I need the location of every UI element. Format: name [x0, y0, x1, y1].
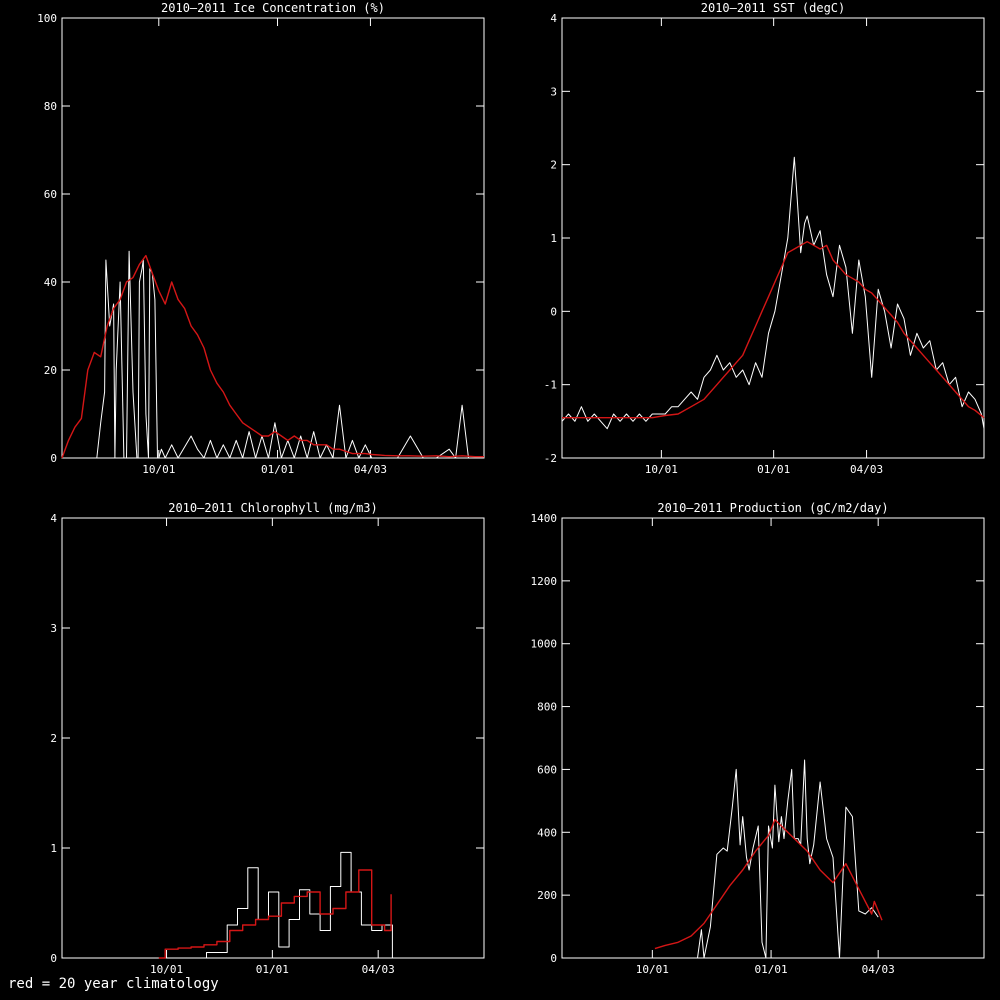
y-tick-label: 20: [44, 364, 57, 377]
chart-sst: 2010–2011 SST (degC) -2 -1 0 1 2 3 4 10/01 01/01 0…: [544, 1, 985, 476]
chart-chlorophyll: 2010–2011 Chlorophyll (mg/m3) 0 1 2 3 4 10/01 0…: [50, 501, 485, 976]
x-tick-label: 04/03: [354, 463, 387, 476]
y-tick-label: 80: [44, 100, 57, 113]
y-tick-label: 1200: [531, 575, 558, 588]
y-tick-label: 1: [50, 842, 57, 855]
y-tick-label: 600: [537, 763, 557, 776]
x-tick-label: 10/01: [142, 463, 175, 476]
x-tick-label: 01/01: [757, 463, 790, 476]
y-tick-label: 400: [537, 826, 557, 839]
x-tick-label: 04/03: [362, 963, 395, 976]
x-tick-label: 01/01: [256, 963, 289, 976]
y-tick-label: 2: [550, 159, 557, 172]
x-tick-label: 10/01: [645, 463, 678, 476]
y-tick-label: -1: [544, 379, 557, 392]
chart-ice-concentration: 2010–2011 Ice Concentration (%) 0 20 40 60 80…: [37, 1, 485, 476]
plot-frame: [61, 17, 485, 459]
chart-title: 2010–2011 Production (gC/m2/day): [657, 501, 888, 515]
y-tick-label: 2: [50, 732, 57, 745]
x-tick-label: 04/03: [862, 963, 895, 976]
plot-frame: [561, 517, 985, 959]
plot-frame: [561, 17, 985, 459]
y-tick-label: 4: [550, 12, 557, 25]
chart-title: 2010–2011 Ice Concentration (%): [161, 1, 385, 15]
observed-series-line: [201, 851, 393, 959]
y-tick-label: 3: [50, 622, 57, 635]
climatology-series-line: [562, 240, 985, 419]
y-tick-label: 3: [550, 85, 557, 98]
climatology-note: red = 20 year climatology: [8, 976, 219, 992]
y-tick-label: 0: [50, 952, 57, 965]
y-tick-label: 1400: [531, 512, 558, 525]
y-tick-label: 40: [44, 276, 57, 289]
x-tick-label: 01/01: [261, 463, 294, 476]
y-tick-label: 200: [537, 889, 557, 902]
chart-title: 2010–2011 Chlorophyll (mg/m3): [168, 501, 378, 515]
x-tick-label: 10/01: [150, 963, 183, 976]
observed-series-line: [684, 759, 879, 959]
y-tick-label: 0: [550, 952, 557, 965]
y-tick-label: 800: [537, 701, 557, 714]
climatology-series-line: [158, 869, 392, 959]
chart-production: 2010–2011 Production (gC/m2/day) 0 200 400 6…: [531, 501, 985, 976]
climatology-series-line: [654, 819, 883, 950]
y-tick-label: 4: [50, 512, 57, 525]
chart-title: 2010–2011 SST (degC): [701, 1, 846, 15]
y-tick-label: 0: [550, 305, 557, 318]
y-tick-label: 100: [37, 12, 57, 25]
x-tick-label: 10/01: [636, 963, 669, 976]
observed-series-line: [62, 250, 484, 459]
y-tick-label: -2: [544, 452, 557, 465]
y-tick-label: 1: [550, 232, 557, 245]
y-tick-label: 1000: [531, 638, 558, 651]
x-tick-label: 01/01: [755, 963, 788, 976]
observed-series-line: [561, 156, 985, 430]
y-tick-label: 60: [44, 188, 57, 201]
y-tick-label: 0: [50, 452, 57, 465]
climatology-series-line: [61, 254, 484, 459]
x-tick-label: 04/03: [850, 463, 883, 476]
